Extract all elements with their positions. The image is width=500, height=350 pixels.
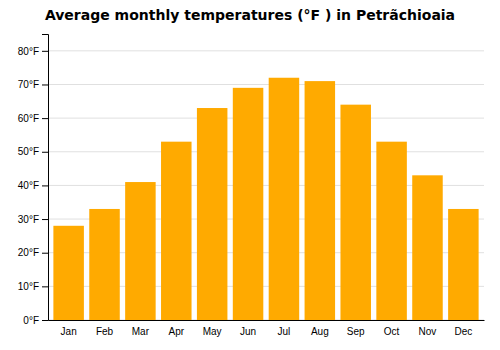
tick-label: 10°F <box>18 281 39 292</box>
bar <box>161 142 192 320</box>
y-axis: 0°F 10°F 20°F 30°F 40°F 50°F 60°F 70°F 80°F <box>18 35 49 326</box>
tick: Apr <box>169 326 185 337</box>
tick-mark <box>42 286 48 287</box>
tick-label: May <box>203 326 222 337</box>
tick-label: Oct <box>384 326 400 337</box>
tick-label: 80°F <box>18 46 39 57</box>
plot: Jan Feb Mar Apr May Jun Jul Aug Sep Oct Nov Dec 0°F 1… <box>18 35 485 338</box>
tick: May <box>203 326 222 337</box>
bar <box>448 209 479 320</box>
tick: Nov <box>419 326 437 337</box>
tick-label: Nov <box>419 326 437 337</box>
bar <box>305 81 336 320</box>
tick-label: 0°F <box>23 315 39 326</box>
tick-label: Mar <box>132 326 150 337</box>
tick: 40°F <box>18 180 48 191</box>
grid-line <box>48 118 484 119</box>
tick-label: Dec <box>454 326 472 337</box>
tick-label: Feb <box>96 326 114 337</box>
tick-label: 50°F <box>18 146 39 157</box>
tick: 0°F <box>23 315 48 326</box>
tick-mark <box>42 51 48 52</box>
grid <box>48 51 484 320</box>
tick: 50°F <box>18 146 48 157</box>
tick: Jun <box>240 326 256 337</box>
tick-label: Jul <box>278 326 291 337</box>
tick-label: Sep <box>347 326 365 337</box>
tick: Feb <box>96 326 114 337</box>
tick: 10°F <box>18 281 48 292</box>
grid-line <box>48 50 484 51</box>
tick: 80°F <box>18 46 48 57</box>
bar <box>233 88 264 320</box>
tick: Sep <box>347 326 365 337</box>
chart: Jan Feb Mar Apr May Jun Jul Aug Sep Oct Nov Dec 0°F 1… <box>0 0 500 350</box>
x-axis: Jan Feb Mar Apr May Jun Jul Aug Sep Oct Nov Dec <box>49 321 485 338</box>
title: Average monthly temperatures (°F ) in Pe… <box>45 7 455 23</box>
tick-label: 40°F <box>18 180 39 191</box>
bar <box>376 142 407 320</box>
tick-mark <box>42 185 48 186</box>
tick-mark <box>42 152 48 153</box>
tick-label: 30°F <box>18 214 39 225</box>
tick-label: Aug <box>311 326 329 337</box>
tick: Oct <box>384 326 400 337</box>
bar <box>125 182 156 320</box>
tick: 60°F <box>18 113 48 124</box>
tick: Jul <box>278 326 291 337</box>
tick-mark <box>42 320 48 321</box>
tick: 20°F <box>18 247 48 258</box>
tick-mark <box>42 253 48 254</box>
tick: Mar <box>132 326 150 337</box>
grid-line <box>48 84 484 85</box>
tick-mark <box>42 219 48 220</box>
tick: 30°F <box>18 214 48 225</box>
axis-line <box>42 35 49 321</box>
tick-label: Jun <box>240 326 256 337</box>
tick: Jan <box>61 326 77 337</box>
grid-line <box>48 151 484 152</box>
tick-label: Jan <box>61 326 77 337</box>
bar <box>340 105 371 320</box>
tick: Aug <box>311 326 329 337</box>
tick: 70°F <box>18 79 48 90</box>
tick-label: 70°F <box>18 79 39 90</box>
bar <box>269 78 300 320</box>
tick-mark <box>42 118 48 119</box>
tick-label: 20°F <box>18 247 39 258</box>
tick-mark <box>42 84 48 85</box>
bar <box>89 209 120 320</box>
bar <box>53 226 84 320</box>
bars <box>53 78 478 320</box>
tick: Dec <box>454 326 472 337</box>
tick-label: Apr <box>169 326 185 337</box>
axis-line <box>49 320 485 321</box>
bar <box>412 175 443 320</box>
tick-label: 60°F <box>18 113 39 124</box>
bar <box>197 108 228 320</box>
